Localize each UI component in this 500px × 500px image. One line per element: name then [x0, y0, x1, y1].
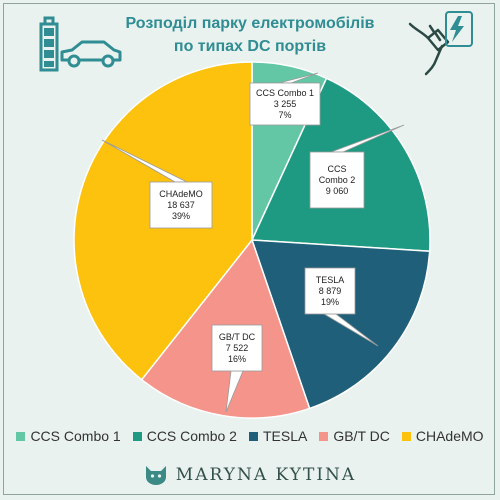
legend-item-chademo: CHAdeMO [401, 428, 484, 444]
callout-box [211, 324, 263, 372]
callout-box [309, 151, 365, 209]
slice-percent-label: 39% [172, 211, 190, 221]
slice-value-label: 8 879 [319, 286, 342, 296]
callout-box [304, 267, 356, 315]
legend-item-ccs-combo-2: CCS Combo 2 [132, 428, 237, 444]
slice-name-label: Combo 2 [319, 175, 356, 185]
slice-percent-label: 16% [228, 354, 246, 364]
legend-item-ccs-combo-1: CCS Combo 1 [16, 428, 121, 444]
legend-item-tesla: TESLA [248, 428, 308, 444]
chart-title-line-2: по типах DC портів [173, 38, 327, 55]
legend-label: TESLA [262, 428, 308, 444]
slice-value-label: 3 255 [274, 99, 297, 109]
brand-name: MARYNA KYTINA [175, 465, 357, 485]
legend-label: GB/T DC [333, 428, 390, 444]
slice-name-label: GB/T DC [219, 332, 256, 342]
brand-footer: MARYNA KYTINA [0, 464, 500, 486]
legend-swatch [401, 431, 411, 441]
slice-value-label: 9 060 [326, 186, 349, 196]
slice-value-label: 18 637 [167, 200, 195, 210]
legend-swatch [248, 431, 258, 441]
slice-name-label: CHAdeMO [159, 189, 203, 199]
legend-swatch [319, 431, 329, 441]
legend-label: CCS Combo 1 [30, 428, 121, 444]
slice-name-label: TESLA [316, 275, 345, 285]
legend-swatch [16, 431, 26, 441]
callout-box [149, 181, 213, 229]
chart-frame [3, 3, 495, 495]
legend-item-gb-t-dc: GB/T DC [319, 428, 390, 444]
chart-legend: CCS Combo 1 CCS Combo 2 TESLA GB/T DC CHAdeM… [0, 428, 500, 444]
slice-name-label: CCS [327, 164, 346, 174]
battery-car-icon [39, 16, 122, 72]
legend-label: CHAdeMO [415, 428, 484, 444]
legend-swatch [132, 431, 142, 441]
cat-logo-icon [145, 466, 166, 485]
slice-percent-label: 19% [321, 297, 339, 307]
callout-box [249, 82, 321, 126]
slice-percent-label: 7% [278, 110, 291, 120]
slice-value-label: 7 522 [226, 343, 249, 353]
charging-plug-icon [408, 11, 473, 76]
chart-title-line-1: Розподіл парку електромобілів [125, 15, 375, 32]
slice-name-label: CCS Combo 1 [256, 88, 314, 98]
legend-label: CCS Combo 2 [146, 428, 237, 444]
